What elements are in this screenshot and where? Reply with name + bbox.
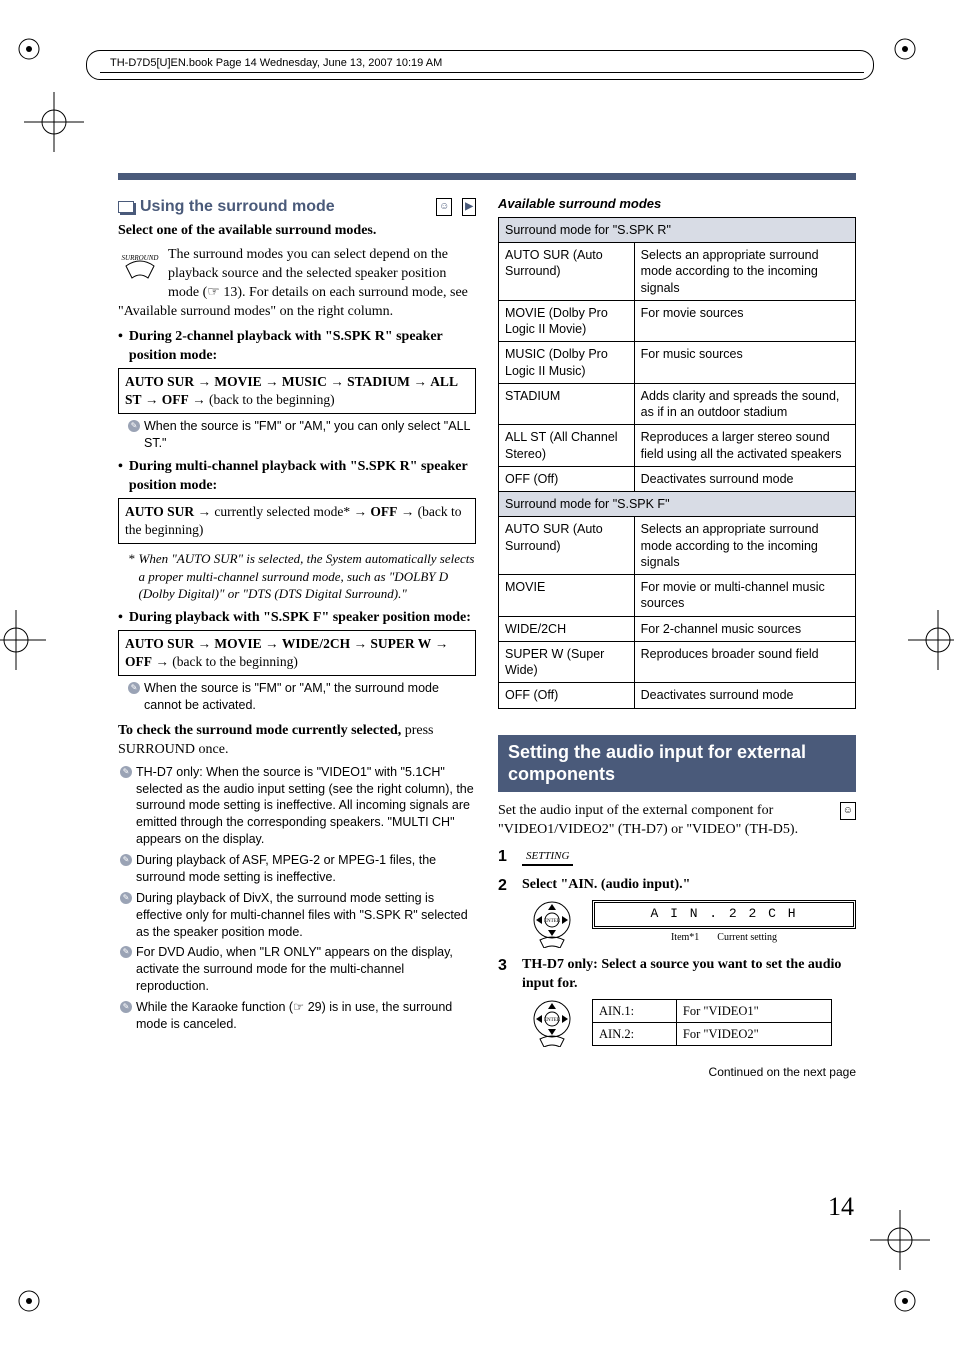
mode-cell: STADIUM <box>499 383 635 425</box>
remote-dpad-icon: ENTER <box>522 898 582 948</box>
mode-cell: MOVIE (Dolby Pro Logic II Movie) <box>499 300 635 342</box>
display-readout: A I N . 2 2 C H <box>592 900 856 929</box>
display-current-label: Current setting <box>717 931 777 944</box>
asterisk-icon: * <box>128 550 135 603</box>
check-surround-text: To check the surround mode currently sel… <box>118 722 476 760</box>
sequence-box-3: AUTO SUR → MOVIE → WIDE/2CH → SUPER W → … <box>118 630 476 676</box>
intro-text: The surround modes you can select depend… <box>118 247 468 319</box>
table-category-f: Surround mode for "S.SPK F" <box>499 492 856 517</box>
desc-cell: Adds clarity and spreads the sound, as i… <box>634 383 855 425</box>
mode-cell: ALL ST (All Channel Stereo) <box>499 425 635 467</box>
desc-cell: Deactivates surround mode <box>634 683 855 708</box>
note-text: For DVD Audio, when "LR ONLY" appears on… <box>136 944 476 995</box>
remote-surround-icon: SURROUND <box>118 246 162 290</box>
sequence-box-1: AUTO SUR → MOVIE → MUSIC → STADIUM → ALL… <box>118 368 476 414</box>
page-number: 14 <box>828 1192 854 1222</box>
section-color-bar <box>118 173 856 180</box>
note-text: When the source is "FM" or "AM," you can… <box>144 418 476 452</box>
mode-cell: AUTO SUR (Auto Surround) <box>499 517 635 575</box>
reg-mark-icon <box>890 1286 920 1316</box>
ain-val: For "VIDEO1" <box>676 999 831 1022</box>
note-text: During playback of DivX, the surround mo… <box>136 890 476 941</box>
mode-cell: MOVIE <box>499 575 635 617</box>
desc-cell: Selects an appropriate surround mode acc… <box>634 517 855 575</box>
step-3-text: TH-D7 only: Select a source you want to … <box>522 956 856 992</box>
ain-key: AIN.1: <box>593 999 677 1022</box>
crosshair-icon <box>908 610 954 670</box>
desc-cell: For movie or multi-channel music sources <box>634 575 855 617</box>
remote-dpad-icon: ENTER <box>522 997 582 1047</box>
mode-heading-2: During multi-channel playback with "S.SP… <box>129 458 476 496</box>
ain-val: For "VIDEO2" <box>676 1023 831 1046</box>
remote-indicator-icon: ☺ <box>436 198 452 216</box>
surround-modes-table: Surround mode for "S.SPK R" AUTO SUR (Au… <box>498 217 856 709</box>
mode-heading-3: During playback with "S.SPK F" speaker p… <box>129 609 471 628</box>
continued-text: Continued on the next page <box>498 1065 856 1081</box>
reg-mark-icon <box>890 34 920 64</box>
step-number: 1 <box>498 847 514 868</box>
desc-cell: Selects an appropriate surround mode acc… <box>634 243 855 301</box>
note-icon: ✎ <box>120 854 132 866</box>
desc-cell: For music sources <box>634 342 855 384</box>
mode-cell: OFF (Off) <box>499 466 635 491</box>
reg-mark-icon <box>14 34 44 64</box>
asterisk-text: When "AUTO SUR" is selected, the System … <box>139 550 477 603</box>
reg-mark-icon <box>14 1286 44 1316</box>
sequence-box-2: AUTO SUR → currently selected mode* → OF… <box>118 498 476 544</box>
note-text: While the Karaoke function (☞ 29) is in … <box>136 999 476 1033</box>
mode-heading-1: During 2-channel playback with "S.SPK R"… <box>129 328 476 366</box>
section-title: Using the surround mode <box>140 196 335 218</box>
mode-cell: WIDE/2CH <box>499 616 635 641</box>
crosshair-icon <box>870 1210 930 1270</box>
svg-text:ENTER: ENTER <box>544 1018 561 1023</box>
desc-cell: For movie sources <box>634 300 855 342</box>
note-icon: ✎ <box>120 946 132 958</box>
bullet-icon: • <box>118 328 123 366</box>
mode-cell: OFF (Off) <box>499 683 635 708</box>
desc-cell: Reproduces a larger stereo sound field u… <box>634 425 855 467</box>
mode-cell: AUTO SUR (Auto Surround) <box>499 243 635 301</box>
header-text: TH-D7D5[U]EN.book Page 14 Wednesday, Jun… <box>110 57 442 69</box>
audio-input-intro: Set the audio input of the external comp… <box>498 802 828 840</box>
desc-cell: Reproduces broader sound field <box>634 641 855 683</box>
bullet-icon: • <box>118 458 123 496</box>
note-text: When the source is "FM" or "AM," the sur… <box>144 680 476 714</box>
crosshair-icon <box>0 610 46 670</box>
step-number: 2 <box>498 876 514 948</box>
mode-cell: SUPER W (Super Wide) <box>499 641 635 683</box>
note-icon: ✎ <box>120 1001 132 1013</box>
mode-cell: MUSIC (Dolby Pro Logic II Music) <box>499 342 635 384</box>
audio-input-heading: Setting the audio input for external com… <box>498 735 856 792</box>
header-rule <box>100 72 864 73</box>
desc-cell: Deactivates surround mode <box>634 466 855 491</box>
note-text: During playback of ASF, MPEG-2 or MPEG-1… <box>136 852 476 886</box>
table-category-r: Surround mode for "S.SPK R" <box>499 217 856 242</box>
step-number: 3 <box>498 956 514 1046</box>
settings-button-icon: SETTING <box>522 849 573 865</box>
remote-indicator-icon: ☺ <box>840 802 856 820</box>
note-icon: ✎ <box>128 420 140 432</box>
section-marker-icon <box>118 201 134 213</box>
note-icon: ✎ <box>128 682 140 694</box>
play-indicator-icon: ▶ <box>462 198 476 216</box>
note-text: TH-D7 only: When the source is "VIDEO1" … <box>136 764 476 848</box>
ain-key: AIN.2: <box>593 1023 677 1046</box>
select-mode-heading: Select one of the available surround mod… <box>118 222 476 241</box>
ain-table: AIN.1:For "VIDEO1" AIN.2:For "VIDEO2" <box>592 999 832 1047</box>
step-2-text: Select "AIN. (audio input)." <box>522 876 856 894</box>
bullet-icon: • <box>118 609 123 628</box>
desc-cell: For 2-channel music sources <box>634 616 855 641</box>
note-icon: ✎ <box>120 766 132 778</box>
crosshair-icon <box>24 92 84 152</box>
table-title: Available surround modes <box>498 196 856 213</box>
note-icon: ✎ <box>120 892 132 904</box>
notes-list: ✎ TH-D7 only: When the source is "VIDEO1"… <box>118 764 476 1033</box>
display-item-label: Item*1 <box>671 931 699 944</box>
svg-text:ENTER: ENTER <box>544 919 561 924</box>
